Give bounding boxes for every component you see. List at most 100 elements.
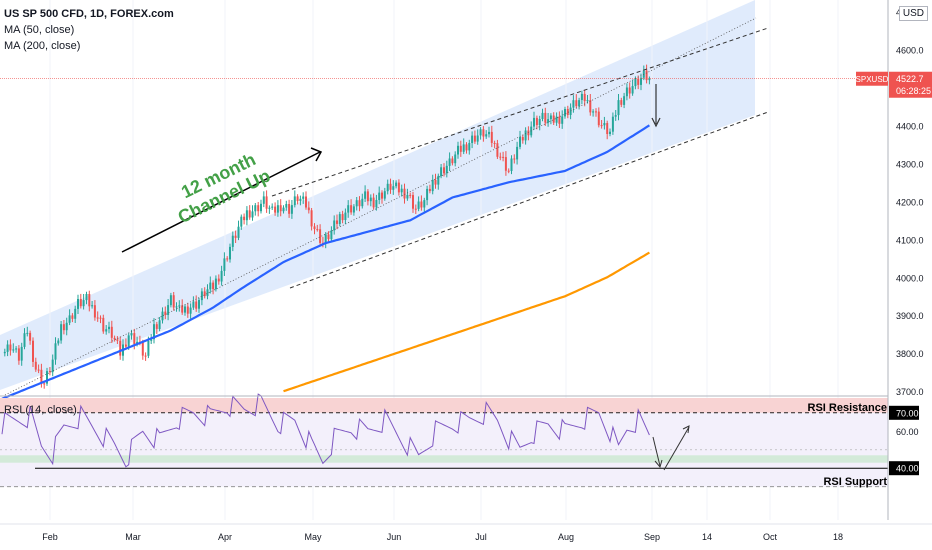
candle-body xyxy=(240,216,243,227)
candle-body xyxy=(448,158,451,166)
rsi-up-arrow-head xyxy=(682,425,690,434)
candle-body xyxy=(575,100,578,107)
candle-body xyxy=(338,214,341,224)
candle-body xyxy=(496,143,499,157)
candle-body xyxy=(595,111,597,113)
candle-body xyxy=(62,324,65,331)
candle-body xyxy=(347,205,350,213)
candle-body xyxy=(513,158,516,160)
candle-body xyxy=(625,87,628,97)
candle-body xyxy=(392,186,395,190)
candle-body xyxy=(158,320,161,329)
candle-body xyxy=(51,359,54,373)
symbol-tag-text: SPXUSD xyxy=(856,75,889,84)
candle-body xyxy=(586,100,589,102)
candle-body xyxy=(198,300,200,309)
candle-body xyxy=(488,131,490,135)
ma50-legend: MA (50, close) xyxy=(4,24,75,36)
candle-body xyxy=(366,191,369,202)
price-tick-label: 3700.0 xyxy=(896,387,924,397)
symbol-tag xyxy=(856,71,888,86)
candle-body xyxy=(341,214,344,221)
candle-body xyxy=(85,294,88,301)
candle-body xyxy=(285,204,288,208)
candle-body xyxy=(105,329,108,332)
candle-body xyxy=(65,322,68,331)
candle-body xyxy=(564,109,566,117)
candle-body xyxy=(127,335,130,347)
price-tick-label: 4600.0 xyxy=(896,45,924,55)
candle-body xyxy=(46,371,48,384)
rsi-line xyxy=(1,393,650,468)
candle-body xyxy=(504,157,507,171)
price-tick-label: 4300.0 xyxy=(896,159,924,169)
candle-body xyxy=(372,197,375,208)
candle-body xyxy=(454,154,457,164)
candle-body xyxy=(648,78,651,81)
currency-button[interactable]: USD xyxy=(898,6,928,21)
rsi-level-tag-text: 70.00 xyxy=(896,408,919,418)
candle-body xyxy=(71,315,74,319)
candle-body xyxy=(457,145,459,155)
candle-body xyxy=(141,342,144,356)
time-tick-label: Apr xyxy=(218,532,232,542)
candle-body xyxy=(572,100,575,108)
candle-body xyxy=(155,324,158,329)
candle-body xyxy=(420,201,423,208)
candle-body xyxy=(490,131,493,143)
candle-body xyxy=(628,87,631,94)
candle-body xyxy=(9,344,12,351)
candle-body xyxy=(243,216,246,221)
candle-body xyxy=(192,301,195,308)
candle-body xyxy=(172,295,175,308)
candle-body xyxy=(319,229,322,243)
rsi-up-arrow xyxy=(663,426,690,471)
candle-body xyxy=(434,179,437,185)
down-arrow-head xyxy=(651,117,661,128)
trend-arrow-head xyxy=(310,147,323,162)
candle-body xyxy=(37,369,40,371)
ma50-line xyxy=(1,124,650,400)
candle-body xyxy=(569,107,572,115)
candle-body xyxy=(324,234,327,244)
candle-body xyxy=(48,371,51,373)
candle-body xyxy=(68,315,71,323)
rsi-resistance-band xyxy=(0,398,888,413)
candle-body xyxy=(443,167,445,174)
candle-body xyxy=(414,208,417,210)
candle-body xyxy=(417,201,420,209)
time-tick-label: Jul xyxy=(475,532,487,542)
candle-body xyxy=(133,333,136,345)
candle-body xyxy=(597,111,600,126)
ma200-line xyxy=(283,251,650,393)
candle-body xyxy=(440,167,443,176)
candle-body xyxy=(262,196,265,204)
channel-up-layer xyxy=(0,0,755,390)
candle-body xyxy=(316,229,319,231)
candle-body xyxy=(423,200,426,208)
candle-body xyxy=(254,205,257,212)
candle-body xyxy=(499,156,502,158)
candle-body xyxy=(521,137,524,141)
rsi-down-arrow-head xyxy=(654,459,663,469)
candle-body xyxy=(614,115,617,117)
candle-body xyxy=(400,188,403,193)
candle-body xyxy=(640,77,642,85)
rsi-down-arrow xyxy=(652,436,661,467)
candle-body xyxy=(150,339,153,341)
candle-body xyxy=(361,198,364,207)
price-tick-label: 4400.0 xyxy=(896,121,924,131)
candle-body xyxy=(110,326,113,338)
candle-body xyxy=(189,307,192,314)
candle-body xyxy=(178,305,181,307)
candle-body xyxy=(54,343,57,360)
candle-body xyxy=(620,100,623,105)
candle-body xyxy=(119,340,122,356)
candle-body xyxy=(631,86,634,94)
candle-body xyxy=(493,143,496,144)
candle-body xyxy=(623,96,626,105)
candle-body xyxy=(245,210,248,221)
rsi-level-tag xyxy=(889,405,919,420)
